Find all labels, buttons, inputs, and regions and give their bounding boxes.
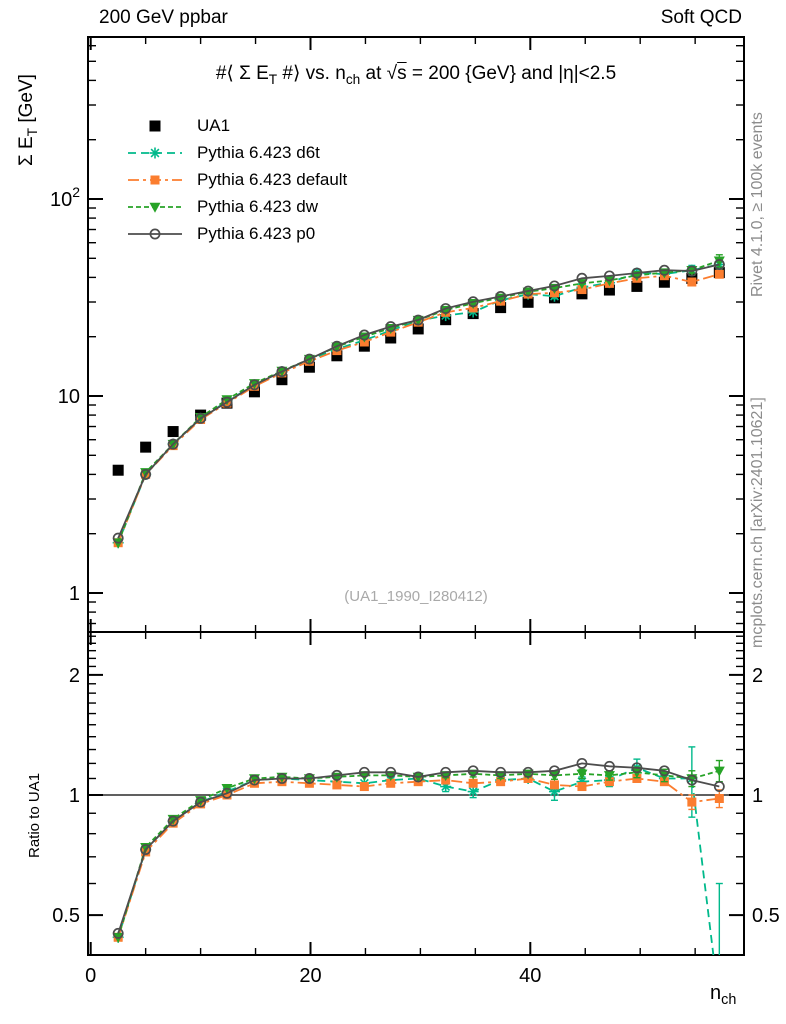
legend: UA1 Pythia 6.423 d6t Pythia 6.423 default P… [126, 112, 347, 247]
ratio-y-tick-label-right: 0.5 [752, 905, 780, 927]
ratio-y-tick-label-right: 1 [752, 785, 763, 807]
ratio-panel-frame [87, 631, 745, 956]
legend-label: Pythia 6.423 d6t [197, 142, 320, 162]
beam-energy-label: 200 GeV ppbar [99, 7, 228, 28]
ratio-series-d6t [112, 746, 723, 955]
legend-item-p0: Pythia 6.423 p0 [126, 220, 347, 247]
main-series-ua1 [112, 267, 725, 476]
x-axis-label: nch [710, 982, 737, 1008]
ratio-series-p0 [112, 757, 725, 939]
ratio-series-dw [112, 759, 725, 944]
main-series-p0 [112, 259, 725, 544]
legend-label: UA1 [197, 115, 231, 135]
legend-marker-ocircle-icon [126, 224, 184, 244]
ratio-y-tick-label: 0.5 [52, 905, 80, 927]
legend-label: Pythia 6.423 p0 [197, 223, 316, 243]
legend-label: Pythia 6.423 default [197, 169, 348, 189]
legend-item-d6t: Pythia 6.423 d6t [126, 139, 347, 166]
legend-marker-star-icon [126, 143, 184, 163]
legend-item-default: Pythia 6.423 default [126, 166, 347, 193]
plot-title: #⟨ Σ ET #⟩ vs. nch at √s = 200 {GeV} and… [215, 63, 617, 87]
x-tick-label: 0 [85, 965, 96, 987]
mcplots-credit-note: mcplots.cern.ch [arXiv:2401.10621] [749, 397, 766, 648]
legend-marker-fsquare-icon [126, 170, 184, 190]
legend-item-dw: Pythia 6.423 dw [126, 193, 347, 220]
main-series-dw [112, 254, 725, 549]
main-series-default [113, 269, 724, 548]
legend-marker-square-icon [126, 116, 184, 136]
legend-marker-tridown-icon [126, 197, 184, 217]
ratio-y-tick-label-right: 2 [752, 665, 763, 687]
process-group-label: Soft QCD [660, 7, 742, 28]
ratio-axis-label: Ratio to UA1 [26, 772, 43, 858]
analysis-id-watermark: (UA1_1990_I280412) [344, 588, 488, 605]
rivet-version-note: Rivet 4.1.0, ≥ 100k events [749, 112, 766, 297]
ratio-y-tick-label: 2 [69, 665, 80, 687]
x-tick-label: 40 [519, 965, 541, 987]
y-axis-label: Σ ET [GeV] [16, 74, 40, 166]
main-series-d6t [112, 258, 725, 549]
main-y-tick-label: 1 [69, 583, 80, 605]
main-y-tick-label: 102 [50, 184, 80, 211]
legend-label: Pythia 6.423 dw [197, 196, 318, 216]
x-tick-label: 20 [299, 965, 321, 987]
main-y-tick-label: 10 [58, 386, 80, 408]
ratio-y-tick-label: 1 [69, 785, 80, 807]
legend-item-ua1: UA1 [126, 112, 347, 139]
